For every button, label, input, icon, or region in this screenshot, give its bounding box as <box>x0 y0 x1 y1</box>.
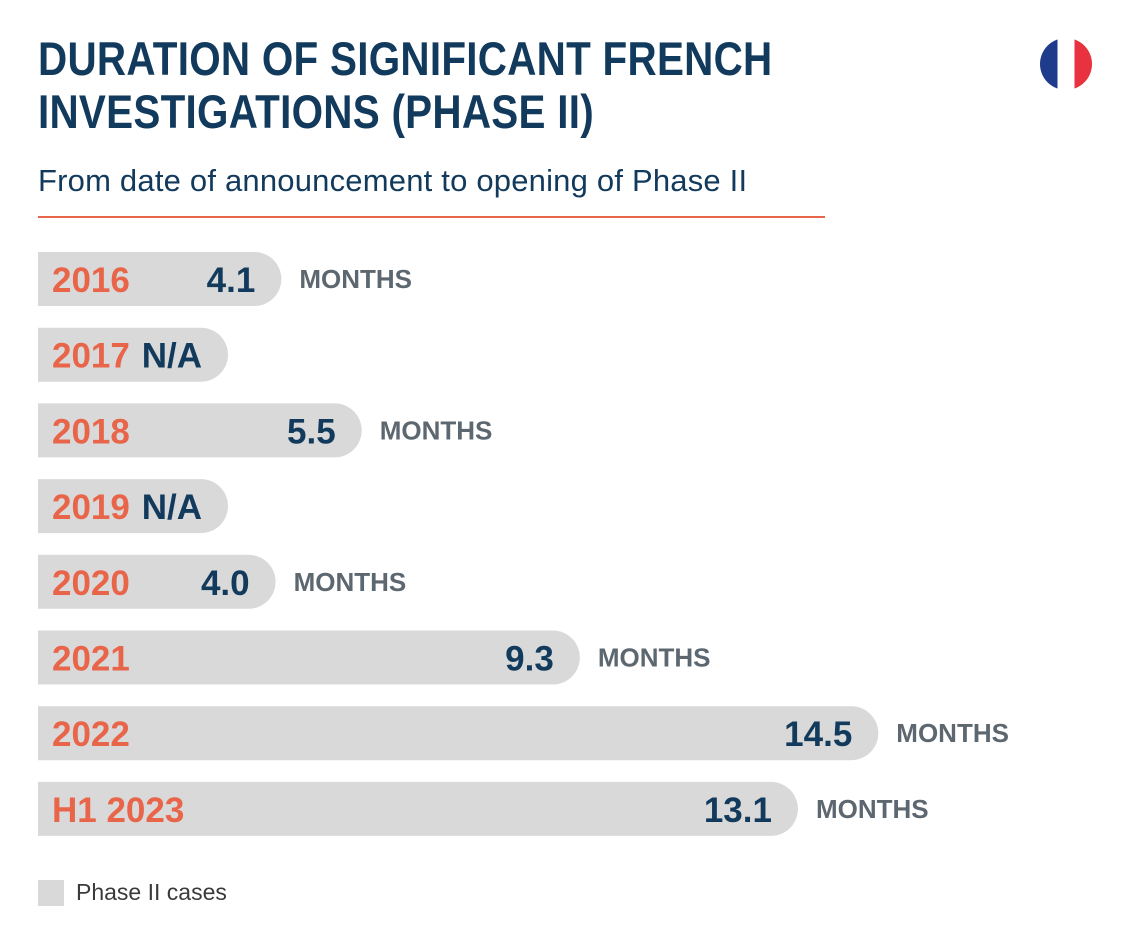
bar <box>38 630 580 685</box>
bar <box>38 554 276 609</box>
france-flag-icon <box>1040 38 1092 90</box>
chart-title-line-1: DURATION OF SIGNIFICANT FRENCH <box>38 32 773 85</box>
category-label: H1 2023 <box>52 791 184 830</box>
unit-label: MONTHS <box>299 264 412 294</box>
value-label: 4.0 <box>201 564 250 603</box>
category-label: 2019 <box>52 488 130 527</box>
unit-label: MONTHS <box>380 415 493 445</box>
category-label: 2022 <box>52 715 130 754</box>
value-label: N/A <box>142 337 202 376</box>
bar-row: 2019 N/A <box>38 479 228 534</box>
bar-row: H1 2023 13.1 MONTHS <box>38 781 929 836</box>
legend-label: Phase II cases <box>76 879 227 905</box>
chart-subtitle: From date of announcement to opening of … <box>38 163 748 198</box>
bar <box>38 781 798 836</box>
chart-title-line-2: INVESTIGATIONS (PHASE II) <box>38 85 594 138</box>
category-label: 2017 <box>52 337 130 376</box>
unit-label: MONTHS <box>816 794 929 824</box>
category-label: 2018 <box>52 412 130 451</box>
value-label: 9.3 <box>505 640 554 679</box>
flag-red-stripe <box>1074 38 1092 90</box>
bar <box>38 403 362 458</box>
bar <box>38 327 228 382</box>
unit-label: MONTHS <box>294 567 407 597</box>
unit-label: MONTHS <box>896 718 1009 748</box>
bar-row: 2018 5.5 MONTHS <box>38 403 493 458</box>
category-label: 2021 <box>52 640 130 679</box>
bar <box>38 479 228 534</box>
value-label: 13.1 <box>704 791 772 830</box>
category-label: 2020 <box>52 564 130 603</box>
value-label: 5.5 <box>287 412 336 451</box>
chart-title: DURATION OF SIGNIFICANT FRENCH INVESTIGA… <box>38 32 838 138</box>
value-label: 14.5 <box>784 715 852 754</box>
bar-row: 2022 14.5 MONTHS <box>38 706 1009 761</box>
category-label: 2016 <box>52 261 130 300</box>
bar <box>38 706 879 761</box>
flag-blue-stripe <box>1040 38 1058 90</box>
flag-white-stripe <box>1057 38 1075 90</box>
bar-row: 2017 N/A <box>38 327 228 382</box>
bar <box>38 252 282 306</box>
bar-row: 2021 9.3 MONTHS <box>38 630 711 685</box>
legend-swatch <box>38 880 64 906</box>
bar-row: 2016 4.1 MONTHS <box>38 252 412 306</box>
bar-row: 2020 4.0 MONTHS <box>38 554 407 609</box>
title-divider <box>38 216 825 218</box>
value-label: 4.1 <box>207 261 256 300</box>
unit-label: MONTHS <box>598 643 711 673</box>
value-label: N/A <box>142 488 202 527</box>
